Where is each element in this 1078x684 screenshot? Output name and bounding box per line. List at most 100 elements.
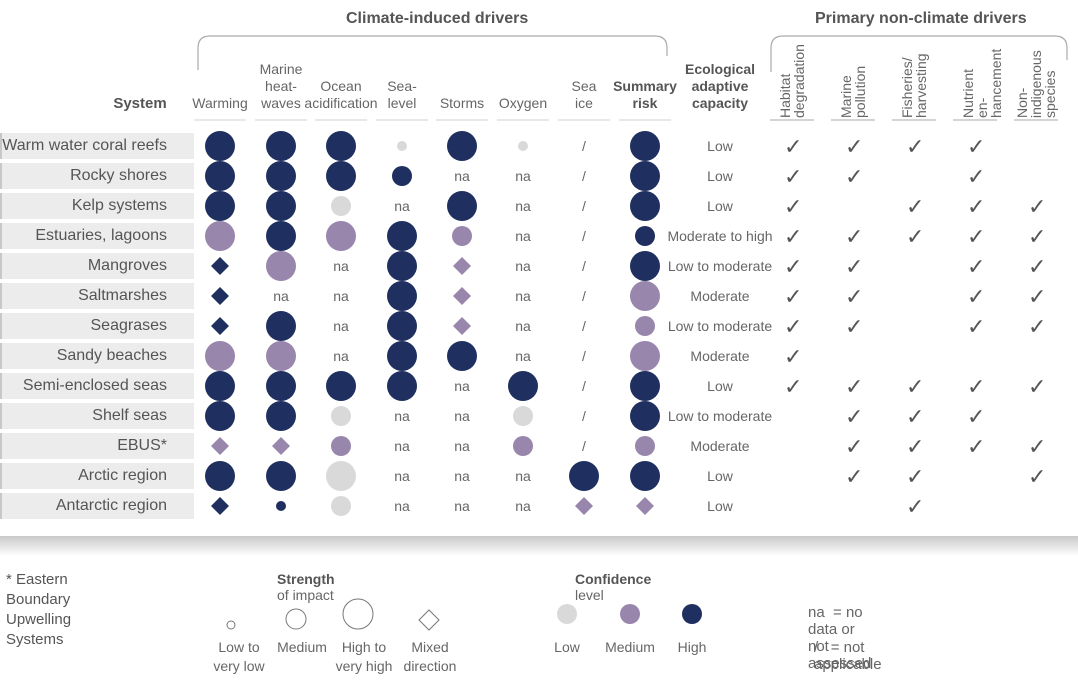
capacity-header: Ecological adaptive capacity (684, 61, 756, 111)
no-data-mark: na (515, 348, 531, 364)
adaptive-capacity-value: Moderate to high (667, 228, 773, 244)
not-applicable-mark: / (582, 228, 586, 244)
row-label: Sandy beaches (0, 343, 194, 369)
row-label: Seagrases (0, 313, 194, 339)
legend-slash-key: / (814, 639, 819, 656)
driver-check-icon: ✓ (784, 344, 803, 369)
impact-dot-high (392, 166, 412, 186)
driver-check-icon: ✓ (784, 254, 803, 279)
driver-check-icon: ✓ (845, 464, 864, 489)
impact-dot-high (205, 371, 235, 401)
impact-dot-high (266, 461, 296, 491)
legend-strength-low-symbol (226, 620, 236, 630)
not-applicable-mark: / (582, 318, 586, 334)
no-data-mark: na (454, 468, 470, 484)
impact-dot-low (518, 141, 528, 151)
impact-dot-medium (266, 341, 296, 371)
driver-check-icon: ✓ (784, 194, 803, 219)
impact-dot-medium (452, 226, 472, 246)
legend-slash: / = not applicable (814, 639, 882, 673)
impact-dot-low (331, 406, 351, 426)
confidence-legend-title: Confidence level (575, 571, 651, 603)
driver-check-icon: ✓ (845, 224, 864, 249)
adaptive-capacity-value: Low (707, 198, 733, 214)
legend-na-key: na (808, 604, 825, 621)
legend-confidence-medium-symbol (620, 604, 640, 624)
impact-dot-high (266, 191, 296, 221)
driver-check-icon: ✓ (784, 224, 803, 249)
impact-dot-high (508, 371, 538, 401)
adaptive-capacity-value: Low (707, 468, 733, 484)
legend-strength-mixed: Mixed direction (403, 639, 457, 674)
legend-strength-medium: Medium (277, 639, 327, 655)
confidence-legend-bold: Confidence (575, 571, 652, 587)
driver-check-icon: ✓ (845, 164, 864, 189)
driver-check-icon: ✓ (845, 314, 864, 339)
no-data-mark: na (515, 498, 531, 514)
adaptive-capacity-value: Low to moderate (667, 408, 773, 424)
section-divider (0, 536, 1078, 556)
not-applicable-mark: / (582, 288, 586, 304)
impact-dot-high (266, 221, 296, 251)
impact-dot-medium (331, 436, 351, 456)
row-label: EBUS* (0, 433, 194, 459)
impact-dot-high (630, 371, 660, 401)
row-label: Saltmarshes (0, 283, 194, 309)
impact-dot-high (326, 131, 356, 161)
col-header-1: Marine heat- waves (259, 61, 303, 111)
impact-dot-high (205, 191, 235, 221)
impact-dot-high (266, 161, 296, 191)
no-data-mark: na (394, 408, 410, 424)
legend-strength-high-symbol (342, 598, 374, 630)
not-applicable-mark: / (582, 198, 586, 214)
impact-dot-high (266, 311, 296, 341)
impact-dot-high (387, 251, 417, 281)
strength-legend-bold: Strength (277, 571, 335, 587)
driver-check-icon: ✓ (845, 374, 864, 399)
no-data-mark: na (515, 258, 531, 274)
impact-dot-high (276, 501, 286, 511)
driver-check-icon: ✓ (1028, 224, 1047, 249)
legend-na: na = no data or not assessed (808, 604, 871, 672)
climate-drivers-title: Climate-induced drivers (346, 10, 529, 27)
driver-check-icon: ✓ (784, 374, 803, 399)
impact-dot-medium (205, 341, 235, 371)
driver-check-icon: ✓ (784, 134, 803, 159)
not-applicable-mark: / (582, 348, 586, 364)
row-label: Warm water coral reefs (0, 133, 194, 159)
impact-dot-high (266, 371, 296, 401)
driver-check-icon: ✓ (906, 434, 925, 459)
not-applicable-mark: / (582, 408, 586, 424)
driver-check-icon: ✓ (967, 134, 986, 159)
adaptive-capacity-value: Low (707, 138, 733, 154)
no-data-mark: na (454, 408, 470, 424)
impact-marks (194, 119, 1058, 516)
legend-confidence-medium: Medium (605, 639, 655, 655)
driver-check-icon: ✓ (906, 494, 925, 519)
impact-dot-high (387, 341, 417, 371)
legend-confidence-low: Low (554, 639, 580, 655)
driver-check-icon: ✓ (845, 254, 864, 279)
legend-na-text: = no data or not assessed (808, 604, 872, 672)
no-data-mark: na (515, 168, 531, 184)
no-data-mark: na (515, 288, 531, 304)
impact-dot-high (387, 371, 417, 401)
no-data-mark: na (515, 468, 531, 484)
impact-dot-high (326, 371, 356, 401)
row-label: Mangroves (0, 253, 194, 279)
col-header-6: Sea ice (571, 78, 597, 111)
driver-check-icon: ✓ (967, 404, 986, 429)
driver-check-icon: ✓ (967, 254, 986, 279)
driver-check-icon: ✓ (967, 224, 986, 249)
impact-diamond-high (211, 317, 229, 335)
adaptive-capacity-value: Low to moderate (667, 318, 773, 334)
no-data-mark: na (394, 498, 410, 514)
impact-diamond-high (211, 497, 229, 515)
impact-dot-high (205, 461, 235, 491)
no-data-mark: na (515, 318, 531, 334)
impact-dot-high (387, 281, 417, 311)
legend-slash-text: = not applicable (814, 639, 882, 673)
driver-check-icon: ✓ (906, 374, 925, 399)
impact-dot-high (326, 161, 356, 191)
driver-check-icon: ✓ (784, 284, 803, 309)
